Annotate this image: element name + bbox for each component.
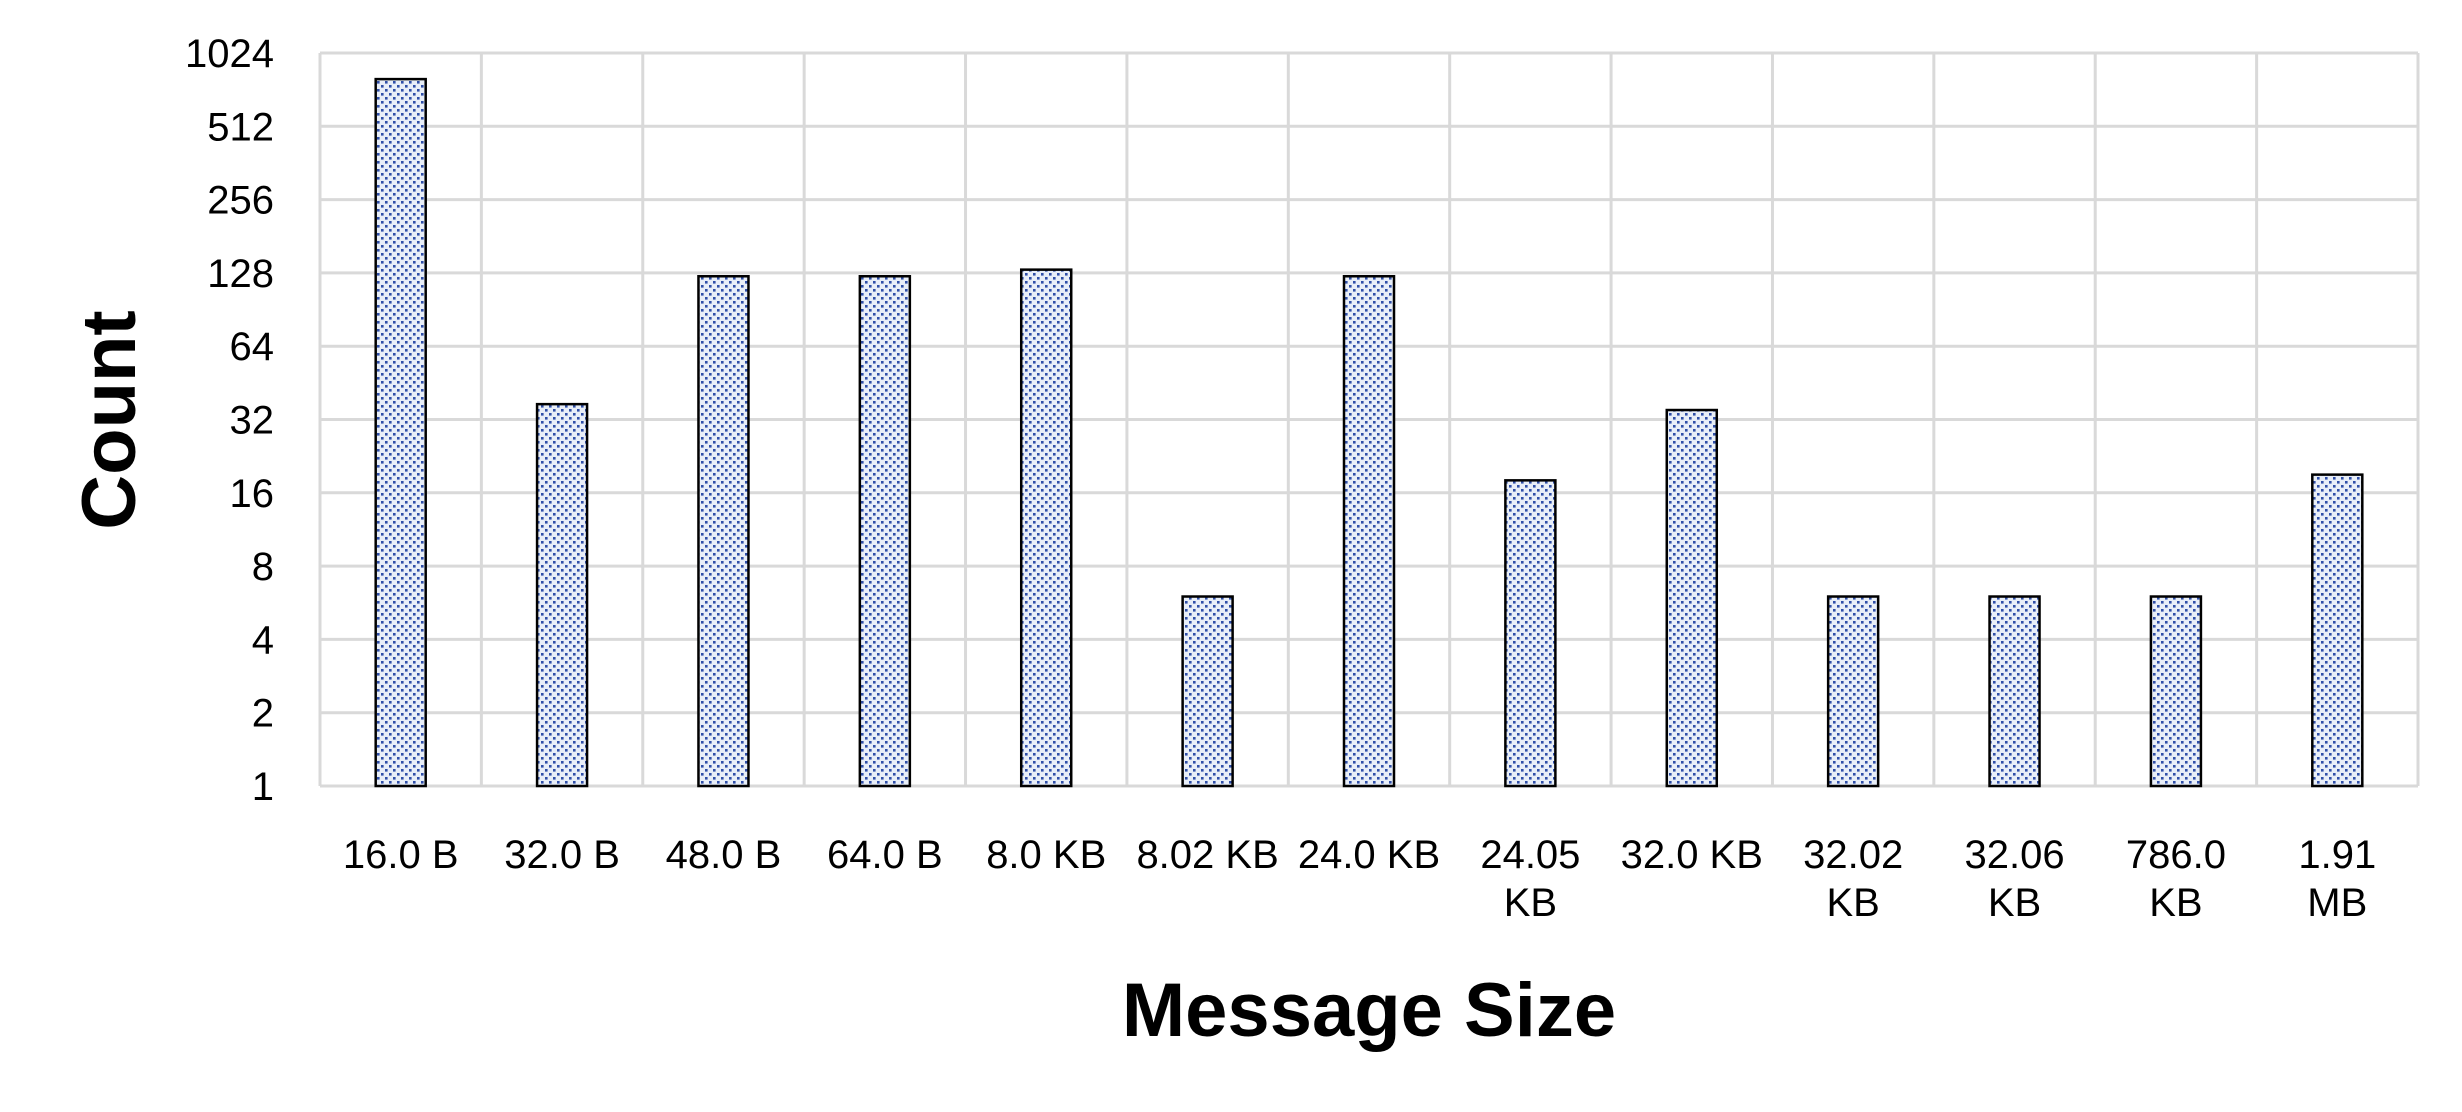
x-tick-label: 786.0 KB [2126, 833, 2226, 925]
y-tick-label: 512 [207, 105, 274, 149]
y-tick-label: 256 [207, 179, 274, 223]
bar [535, 402, 589, 788]
bar [1019, 268, 1073, 788]
x-tick-label: 64.0 B [827, 833, 943, 877]
y-tick-label: 16 [230, 472, 275, 516]
x-tick-label: 32.0 KB [1621, 833, 1763, 877]
y-tick-label: 64 [230, 325, 275, 369]
x-tick-label: 32.06 KB [1964, 833, 2064, 925]
y-tick-label: 1 [252, 765, 274, 809]
y-tick-label: 1024 [185, 32, 274, 76]
gridlines [318, 51, 2420, 788]
x-axis-title: Message Size [1122, 968, 1616, 1053]
bar [2311, 473, 2364, 788]
x-tick-label: 16.0 B [343, 833, 459, 877]
bar [1988, 595, 2041, 788]
y-tick-label: 8 [252, 545, 274, 589]
bar [1342, 275, 1396, 788]
y-tick-label: 32 [230, 399, 275, 443]
y-tick-label: 2 [252, 692, 274, 736]
bar [374, 77, 427, 788]
x-tick-label: 8.02 KB [1136, 833, 1278, 877]
bar [1665, 408, 1719, 788]
bar [1504, 479, 1557, 788]
bars [374, 77, 2364, 788]
bar [2149, 595, 2203, 788]
y-axis-title: Count [67, 310, 152, 529]
bar [1181, 595, 1234, 788]
y-tick-label: 128 [207, 252, 274, 296]
bar [1826, 595, 1880, 788]
x-tick-label: 48.0 B [666, 833, 782, 877]
x-tick-label: 8.0 KB [986, 833, 1106, 877]
x-tick-label: 24.05 KB [1480, 833, 1580, 925]
x-tick-label: 24.0 KB [1298, 833, 1440, 877]
bar [697, 275, 750, 788]
y-axis-tick-labels: 1 2 4 8 16 32 64 128 256 512 1024 [185, 32, 274, 809]
y-tick-label: 4 [252, 618, 274, 662]
x-tick-label: 32.0 B [504, 833, 620, 877]
x-axis-tick-labels: 16.0 B 32.0 B 48.0 B 64.0 B 8.0 KB 8.02 KB 24.… [343, 833, 2376, 925]
x-tick-label: 1.91 MB [2298, 833, 2376, 925]
x-tick-label: 32.02 KB [1803, 833, 1903, 925]
bar [858, 275, 912, 788]
